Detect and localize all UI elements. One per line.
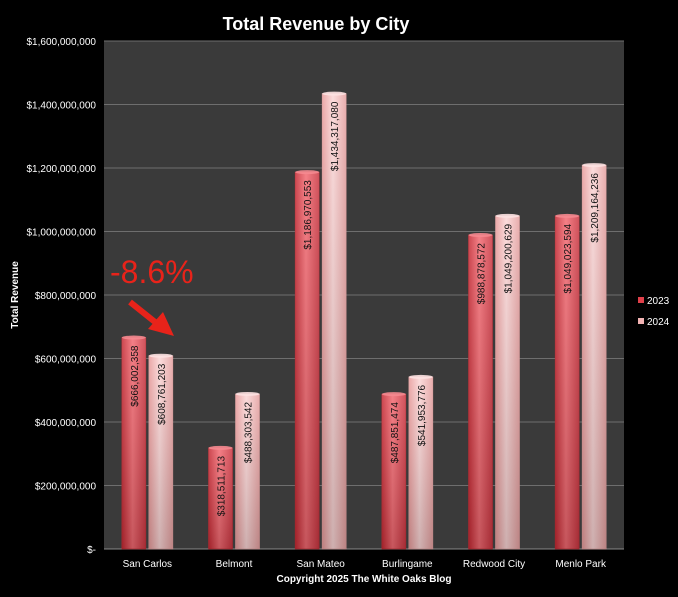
- y-tick-label: $1,000,000,000: [26, 228, 96, 239]
- x-tick-label: Belmont: [216, 559, 253, 570]
- bar-2024-belmont: [235, 391, 260, 550]
- x-tick-label: Menlo Park: [555, 559, 607, 570]
- data-label: $488,303,542: [244, 402, 255, 464]
- y-tick-label: $600,000,000: [35, 355, 97, 366]
- bar-2023-burlingame: [381, 392, 407, 550]
- x-tick-label: Burlingame: [382, 559, 433, 570]
- x-tick-labels: San Carlos Belmont San Mateo Burlingame Redw…: [123, 559, 607, 570]
- bar-2023-san-carlos: [121, 335, 147, 550]
- y-tick-label: $400,000,000: [35, 418, 97, 429]
- data-label: $1,186,970,553: [303, 180, 314, 250]
- gridlines: [104, 40, 624, 550]
- legend-item-2023: 2023: [638, 296, 670, 307]
- data-label: $318,511,713: [217, 455, 228, 516]
- bar-2023-belmont: [208, 445, 233, 550]
- data-label: $666,002,358: [130, 345, 141, 407]
- y-tick-labels: $- $200,000,000 $400,000,000 $600,000,000 $8…: [26, 37, 96, 556]
- x-tick-label: San Carlos: [123, 559, 172, 570]
- data-label: $1,049,023,594: [563, 224, 574, 294]
- bar-2023-redwood-city: [468, 233, 493, 550]
- y-tick-label: $800,000,000: [35, 291, 97, 302]
- legend-swatch: [638, 318, 644, 324]
- legend-item-2024: 2024: [638, 317, 670, 328]
- bars: $666,002,358 $608,761,203 $318,511,713 $488…: [121, 91, 607, 550]
- bar-2023-menlo-park: [554, 213, 580, 550]
- data-label: $1,434,317,080: [330, 101, 341, 171]
- bar-2024-burlingame: [408, 374, 434, 550]
- y-tick-label: $1,400,000,000: [26, 101, 96, 112]
- data-label: $608,761,203: [157, 363, 168, 425]
- bar-2023-san-mateo: [294, 170, 320, 550]
- y-tick-label: $1,200,000,000: [26, 164, 96, 175]
- legend-label: 2023: [647, 296, 670, 307]
- legend-swatch: [638, 297, 644, 303]
- data-label: $487,851,474: [390, 402, 401, 464]
- data-label: $1,209,164,236: [590, 173, 601, 243]
- data-label: $541,953,776: [417, 384, 428, 446]
- annotation-arrow: [128, 299, 174, 336]
- annotation-text: -8.6%: [110, 254, 194, 290]
- bar-2024-san-carlos: [148, 353, 174, 550]
- chart-title: Total Revenue by City: [223, 14, 410, 34]
- x-tick-label: Redwood City: [463, 559, 525, 570]
- y-axis-label: Total Revenue: [10, 261, 21, 329]
- y-tick-label: $200,000,000: [35, 482, 97, 493]
- y-tick-label: $1,600,000,000: [26, 37, 96, 48]
- bar-2024-redwood-city: [495, 213, 520, 550]
- legend-label: 2024: [647, 317, 670, 328]
- legend: 2023 2024: [638, 296, 670, 328]
- data-label: $988,878,572: [477, 243, 488, 305]
- x-axis-label: Copyright 2025 The White Oaks Blog: [276, 574, 451, 585]
- data-label: $1,049,200,629: [504, 223, 515, 293]
- bar-2024-san-mateo: [321, 91, 347, 550]
- bar-2024-menlo-park: [581, 163, 607, 550]
- x-tick-label: San Mateo: [296, 559, 345, 570]
- y-tick-label: $-: [87, 545, 96, 556]
